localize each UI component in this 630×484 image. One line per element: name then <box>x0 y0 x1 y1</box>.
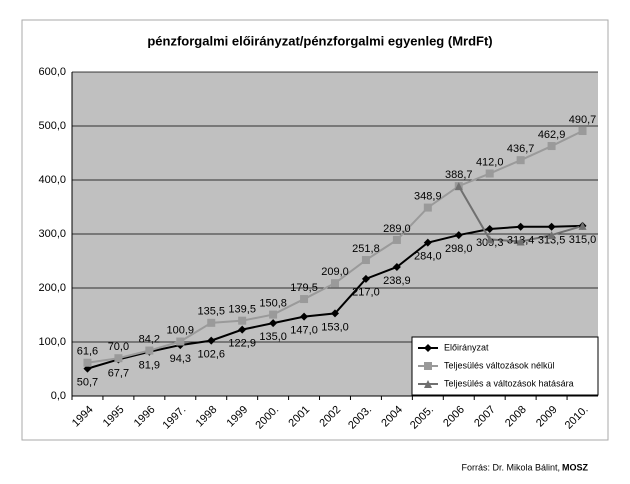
marker <box>331 279 339 288</box>
source: Forrás: Dr. Mikola Bálint, <box>461 462 560 472</box>
marker <box>331 309 339 318</box>
marker <box>578 127 587 136</box>
data-label: 100,9 <box>167 324 195 336</box>
data-label: 313,5 <box>538 235 566 247</box>
data-label: 284,0 <box>414 251 442 263</box>
marker <box>424 362 432 370</box>
y-tick-label: 300,0 <box>38 228 66 240</box>
marker <box>269 310 278 319</box>
data-label: 412,0 <box>476 156 504 168</box>
marker <box>516 237 525 246</box>
data-label: 84,2 <box>139 333 160 345</box>
marker <box>578 221 587 230</box>
data-label: 135,5 <box>197 306 225 318</box>
y-tick-label: 400,0 <box>38 174 66 186</box>
data-label: 289,0 <box>383 223 411 235</box>
data-label: 238,9 <box>383 275 411 287</box>
marker <box>361 256 370 265</box>
marker <box>207 336 216 345</box>
data-label: 70,0 <box>108 341 129 353</box>
marker <box>300 312 309 321</box>
data-label: 50,7 <box>77 377 98 389</box>
y-tick-label: 0,0 <box>51 390 66 402</box>
data-label: 462,9 <box>538 129 566 141</box>
marker <box>516 156 525 165</box>
marker <box>516 222 525 231</box>
legend-label: Előirányzat <box>444 342 489 352</box>
y-tick-label: 600,0 <box>38 66 66 78</box>
marker <box>485 235 494 244</box>
marker <box>361 274 370 283</box>
data-label: 147,0 <box>290 325 318 337</box>
chart-title: pénzforgalmi előirányzat/pénzforgalmi eg… <box>147 33 492 48</box>
data-label: 436,7 <box>507 143 535 155</box>
marker <box>424 380 432 388</box>
data-label: 348,9 <box>414 191 442 203</box>
data-label: 67,7 <box>108 367 129 379</box>
marker <box>207 318 216 327</box>
marker <box>454 182 463 191</box>
data-label: 122,9 <box>228 338 256 350</box>
marker <box>485 224 494 233</box>
marker <box>300 295 309 304</box>
data-label: 298,0 <box>445 243 473 255</box>
marker <box>424 344 432 352</box>
data-label: 94,3 <box>170 353 191 365</box>
legend-label: Teljesülés a változások hatására <box>444 378 574 388</box>
marker <box>114 354 123 363</box>
data-label: 490,7 <box>569 114 597 126</box>
marker <box>547 142 556 151</box>
data-label: 135,0 <box>259 331 287 343</box>
marker <box>392 262 401 271</box>
marker <box>83 358 92 367</box>
data-label: 153,0 <box>321 321 349 333</box>
data-label: 102,6 <box>197 349 225 361</box>
source-bold: MOSZ <box>562 462 589 472</box>
legend-label: Teljesülés változások nélkül <box>444 360 555 370</box>
marker <box>485 169 494 178</box>
legend <box>411 336 599 396</box>
marker <box>547 231 556 240</box>
marker <box>454 231 463 240</box>
y-tick-label: 200,0 <box>38 282 66 294</box>
data-label: 315,0 <box>569 234 597 246</box>
marker <box>547 222 556 231</box>
data-label: 179,5 <box>290 282 318 294</box>
data-label: 81,9 <box>139 360 160 372</box>
data-label: 139,5 <box>228 304 256 316</box>
marker <box>145 346 154 355</box>
data-label: 251,8 <box>352 243 380 255</box>
marker <box>423 203 432 212</box>
data-label: 61,6 <box>77 346 98 358</box>
data-label: 150,8 <box>259 297 287 309</box>
marker <box>392 235 401 244</box>
marker <box>238 325 247 334</box>
marker <box>269 319 278 328</box>
marker <box>238 316 247 325</box>
data-label: 217,0 <box>352 287 380 299</box>
data-label: 388,7 <box>445 169 473 181</box>
marker <box>176 337 185 346</box>
data-label: 209,0 <box>321 266 349 278</box>
y-tick-label: 500,0 <box>38 120 66 132</box>
y-tick-label: 100,0 <box>38 336 66 348</box>
marker <box>423 238 432 247</box>
